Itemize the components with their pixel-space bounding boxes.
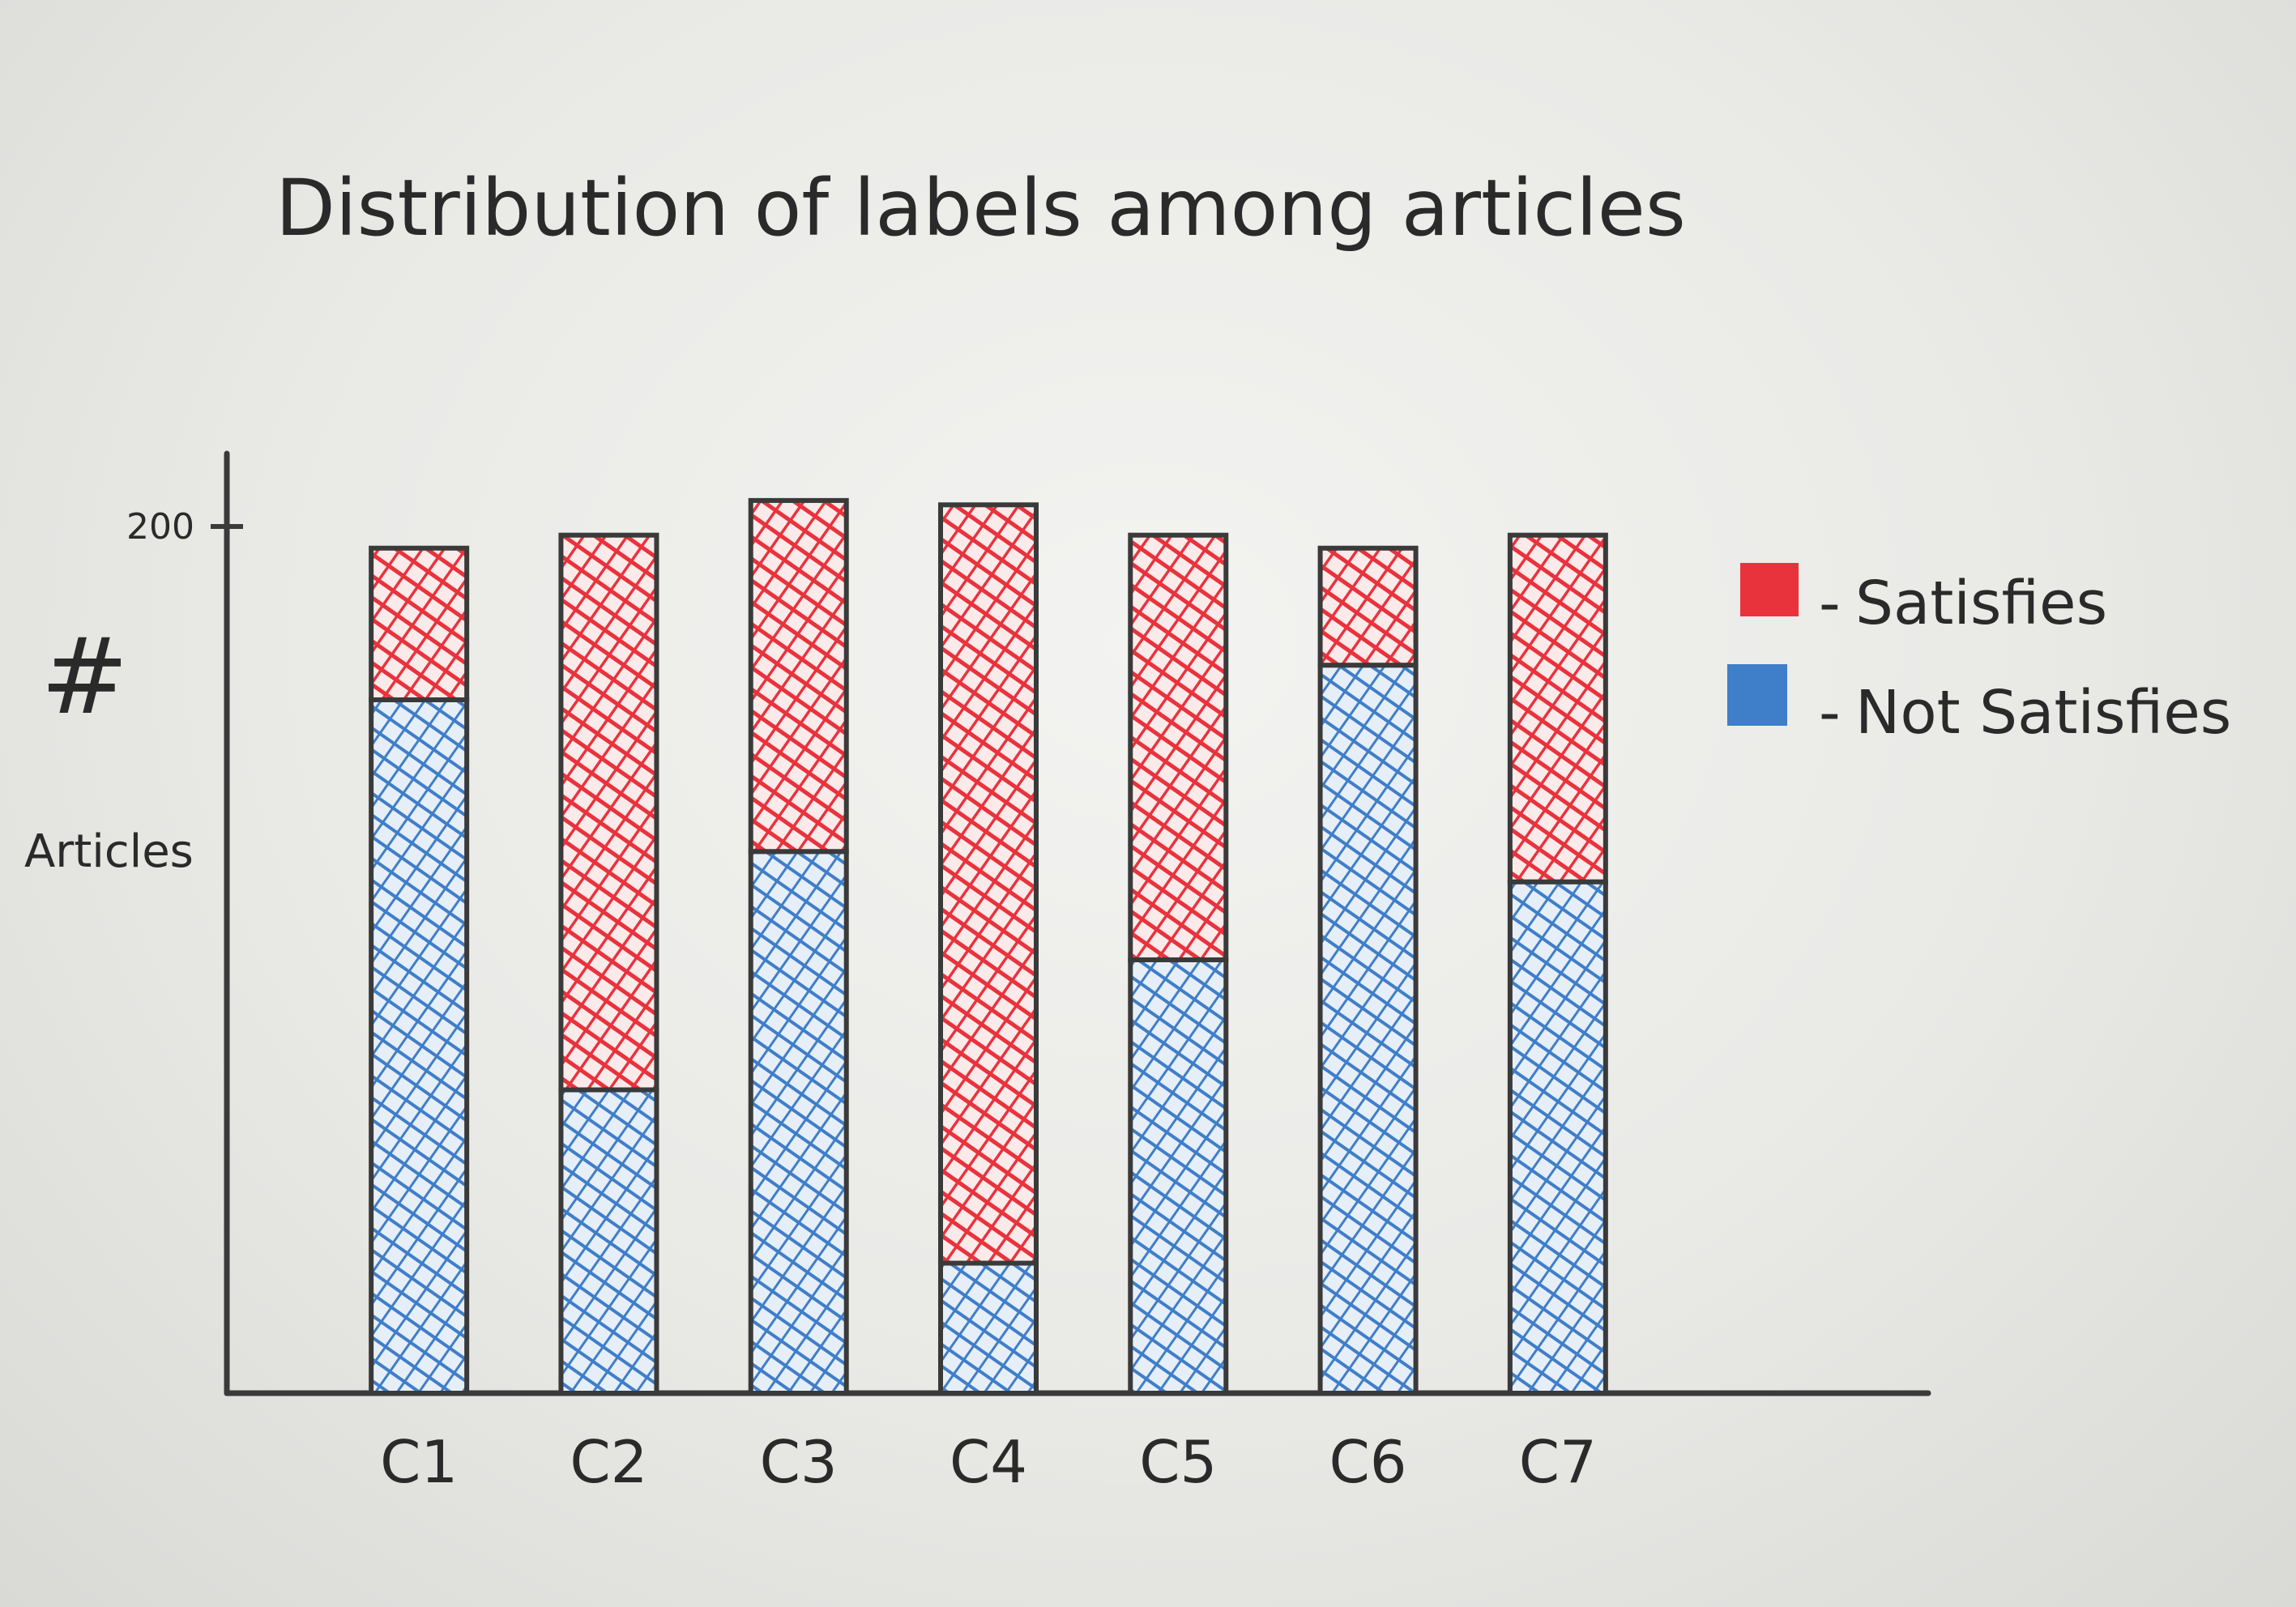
y-axis-hash-symbol: # [41, 615, 129, 738]
legend-dash-not-satisfies: - [1819, 678, 1841, 748]
x-tick-label: C7 [1519, 1428, 1597, 1496]
bar-segment-satisfies-c1 [369, 545, 470, 702]
legend: - Satisfies - Not Satisfies [1727, 563, 2231, 748]
bar-segment-not-satisfies-c4 [938, 1260, 1039, 1396]
x-tick-label: C5 [1139, 1428, 1217, 1496]
x-tick-label: C6 [1329, 1428, 1407, 1496]
y-axis-label: Articles [24, 825, 194, 878]
bars [369, 497, 1608, 1396]
legend-swatch-not-satisfies [1727, 664, 1787, 726]
bar-segment-satisfies-c4 [938, 502, 1039, 1266]
x-tick-label: C1 [380, 1428, 458, 1496]
bar-segment-satisfies-c3 [748, 497, 849, 855]
bar-segment-not-satisfies-c3 [748, 849, 849, 1396]
bar-segment-not-satisfies-c6 [1317, 663, 1419, 1396]
axes [224, 450, 1931, 1396]
bar-segment-satisfies-c6 [1317, 545, 1419, 668]
y-ticks: 200 [126, 506, 243, 548]
bar-segment-satisfies-c2 [558, 532, 659, 1093]
x-tick-label: C3 [760, 1428, 838, 1496]
x-tick-label: C2 [570, 1428, 647, 1496]
bar-segment-satisfies-c7 [1507, 532, 1608, 884]
x-tick-label: C4 [950, 1428, 1027, 1496]
chart-title: Distribution of labels among articles [275, 163, 1686, 254]
bar-segment-not-satisfies-c2 [558, 1087, 659, 1396]
x-tick-labels: C1 C2 C3 C4 C5 C6 C7 [380, 1428, 1597, 1496]
bar-segment-not-satisfies-c5 [1128, 957, 1229, 1396]
bar-segment-satisfies-c5 [1128, 532, 1229, 962]
legend-swatch-satisfies [1740, 563, 1799, 616]
bar-segment-not-satisfies-c7 [1507, 879, 1608, 1396]
bar-segment-not-satisfies-c1 [369, 697, 470, 1396]
y-tick-label: 200 [126, 506, 194, 548]
legend-label-satisfies: Satisfies [1855, 569, 2107, 638]
legend-label-not-satisfies: Not Satisfies [1855, 678, 2231, 748]
legend-dash-satisfies: - [1819, 569, 1841, 638]
